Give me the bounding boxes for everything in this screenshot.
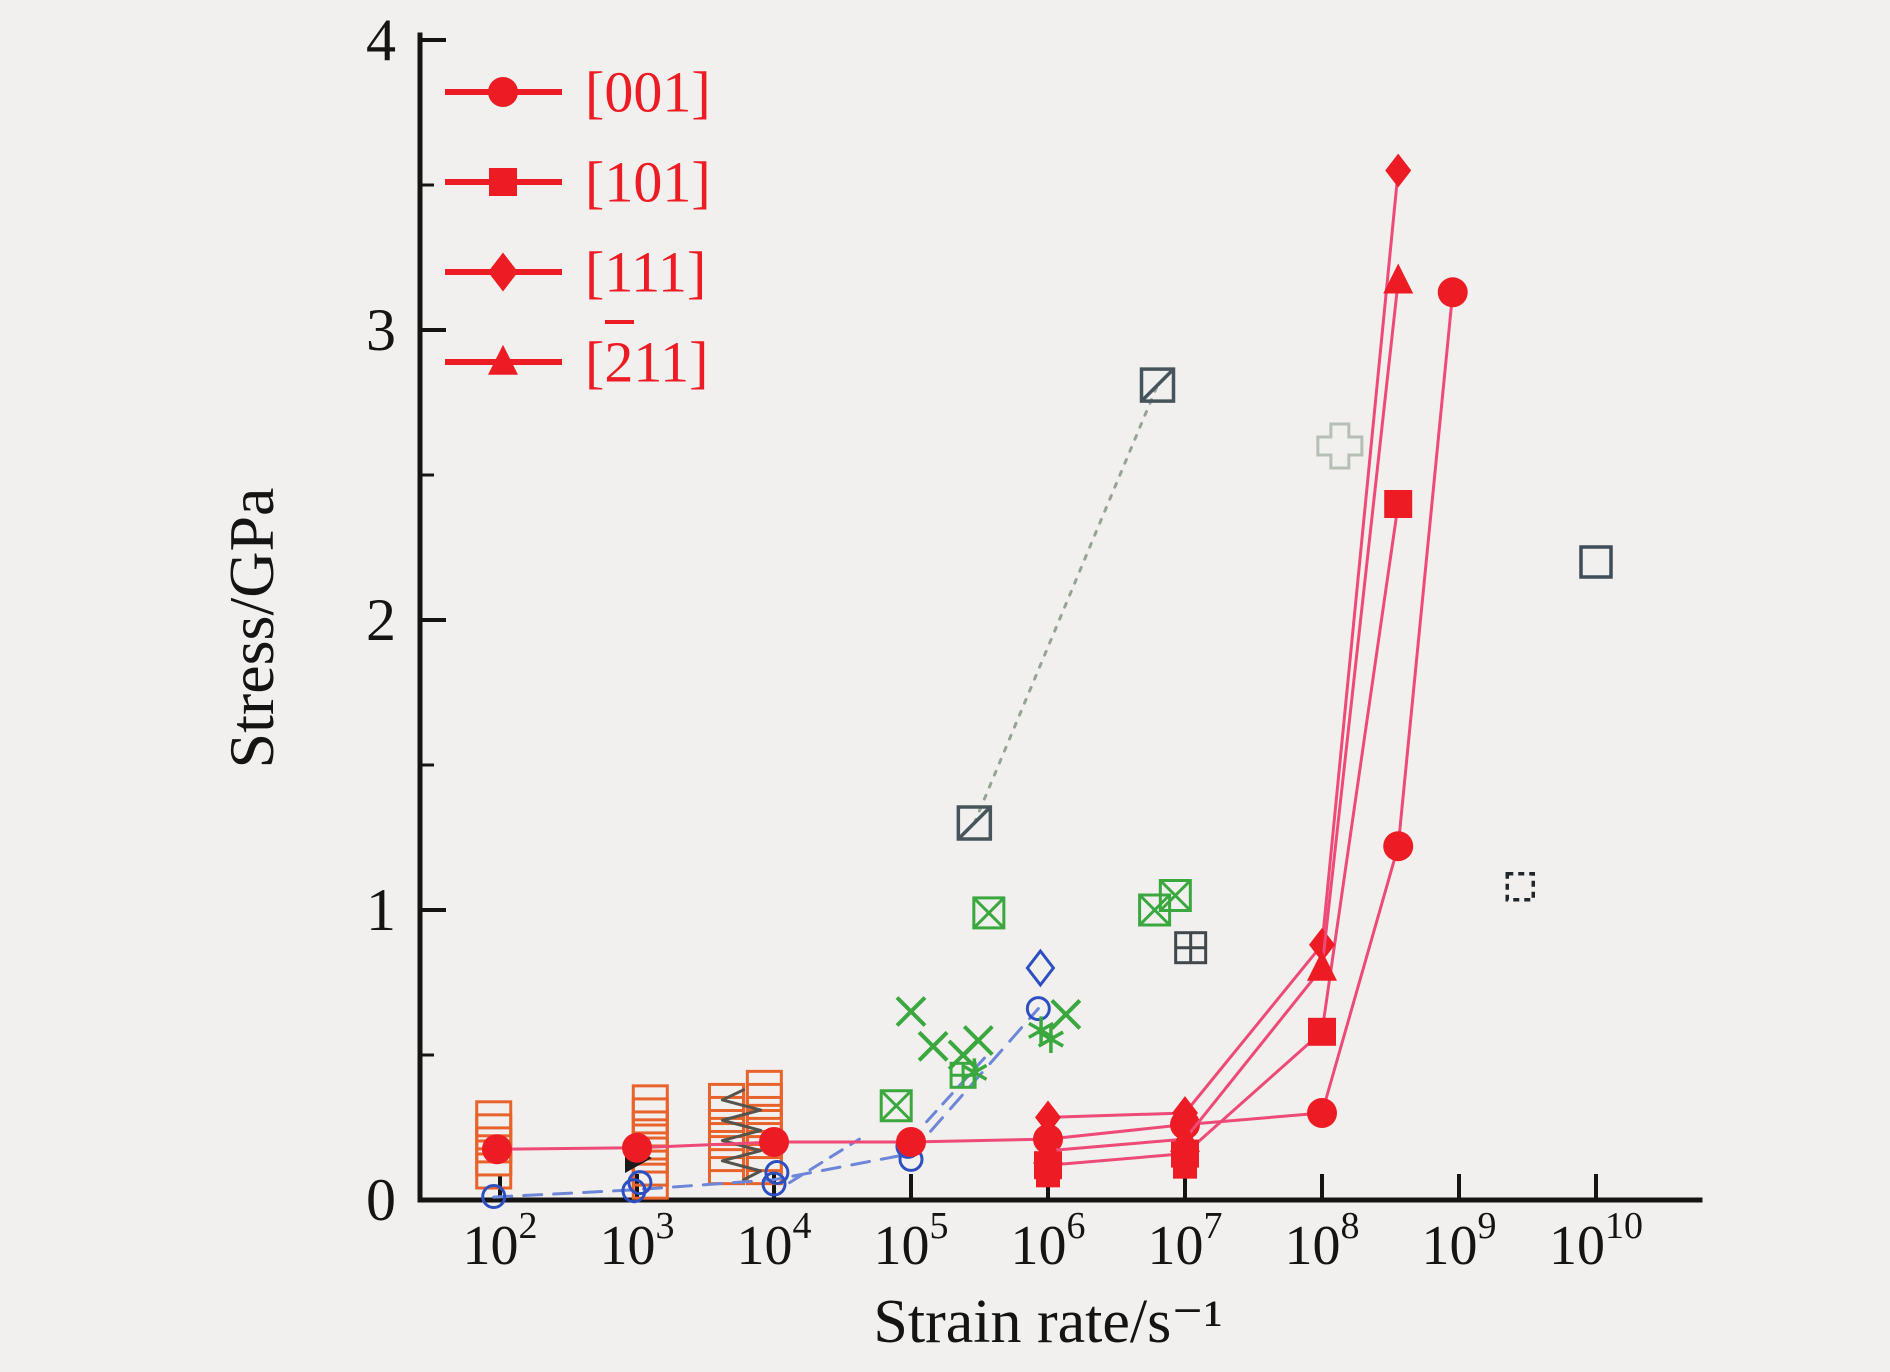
x-tick-label: 1010 bbox=[1549, 1205, 1643, 1277]
series-111 bbox=[1035, 153, 1412, 1135]
series-211 bbox=[1033, 263, 1414, 1164]
ref-green-boxplus bbox=[949, 1061, 977, 1089]
series-101 bbox=[1034, 490, 1413, 1180]
legend-label: [001] bbox=[585, 60, 711, 125]
x-tick-label: 103 bbox=[600, 1205, 675, 1277]
ref-gray-boxplus bbox=[1174, 931, 1208, 965]
axes: 0 1 2 3 4 102 103 104 105 106 107 108 109 1010 bbox=[366, 7, 1703, 1277]
x-tick-label: 105 bbox=[874, 1205, 949, 1277]
ref-blue-diamond bbox=[1025, 948, 1056, 988]
y-tick-label: 1 bbox=[366, 877, 396, 943]
x-axis-title: Strain rate/s⁻¹ bbox=[873, 1288, 1223, 1356]
y-tick-label: 3 bbox=[366, 297, 396, 363]
ref-blue-dashed-line bbox=[492, 1007, 1040, 1199]
legend-item: [001] bbox=[445, 60, 711, 125]
ref-green-star bbox=[961, 1016, 1064, 1087]
legend: [001] [101] [111] [211] bbox=[445, 60, 711, 395]
y-tick-label: 0 bbox=[366, 1167, 396, 1233]
x-tick-label: 106 bbox=[1011, 1205, 1086, 1277]
ref-green-boxtimes bbox=[879, 879, 1192, 1123]
ref-blue-dash-segments bbox=[788, 1053, 989, 1185]
ref-dashed-square bbox=[1505, 872, 1536, 902]
y-tick-label: 4 bbox=[366, 7, 396, 73]
legend-item: [211] bbox=[445, 320, 708, 395]
legend-label: [211] bbox=[585, 330, 708, 395]
legend-item: [111] bbox=[445, 240, 706, 305]
x-tick-label: 107 bbox=[1148, 1205, 1223, 1277]
x-tick-label: 102 bbox=[463, 1205, 538, 1277]
y-axis-title: Stress/GPa bbox=[216, 487, 287, 769]
ref-zigzag bbox=[720, 1088, 763, 1182]
ref-gray-cross bbox=[1316, 422, 1364, 470]
ref-gray-square bbox=[1579, 545, 1613, 579]
x-tick-label: 108 bbox=[1285, 1205, 1360, 1277]
x-tick-label: 109 bbox=[1422, 1205, 1497, 1277]
legend-label: [111] bbox=[585, 240, 706, 305]
legend-item: [101] bbox=[445, 150, 711, 215]
x-tick-label: 104 bbox=[737, 1205, 812, 1277]
ref-gray-boxslash bbox=[956, 367, 1176, 841]
legend-label: [101] bbox=[585, 150, 711, 215]
y-tick-label: 2 bbox=[366, 587, 396, 653]
